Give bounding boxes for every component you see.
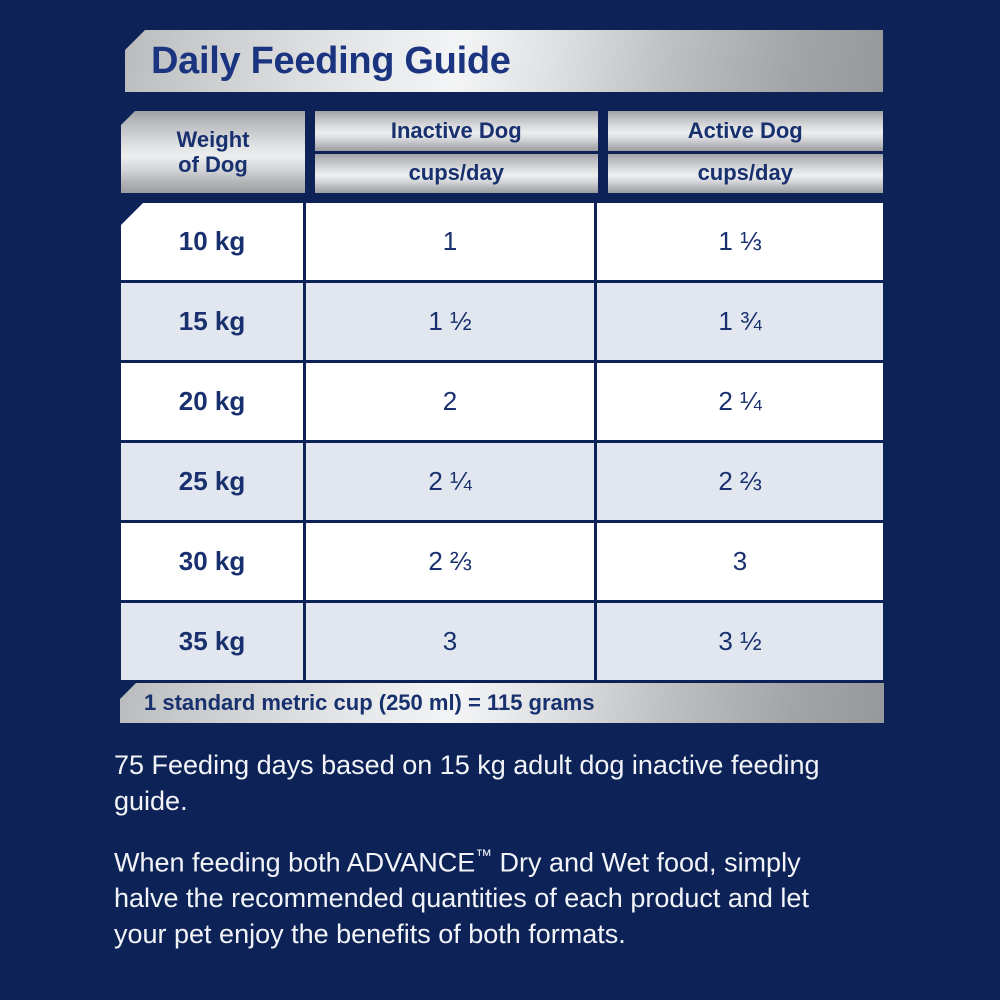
header-inactive-units: cups/day (315, 153, 598, 193)
cell-active: 2 ¼ (718, 386, 762, 416)
cell-inactive: 3 (306, 603, 597, 680)
table-header-row: Weight of Dog Inactive Dog cups/day Acti… (118, 108, 887, 196)
cell-inactive: 1 ½ (306, 283, 597, 360)
header-weight-line2: of Dog (178, 152, 248, 177)
table-row: 35 kg 3 3 ½ (121, 600, 883, 680)
page-title: Daily Feeding Guide (151, 39, 511, 82)
cell-weight: 30 kg (121, 523, 306, 600)
header-cell-active: Active Dog cups/day (604, 108, 887, 196)
header-cell-weight: Weight of Dog (118, 108, 309, 196)
table-row: 10 kg 1 1 ⅓ (121, 203, 883, 280)
cell-weight: 20 kg (121, 363, 306, 440)
cell-active: 1 ⅓ (718, 226, 762, 256)
feeding-table: Weight of Dog Inactive Dog cups/day Acti… (118, 108, 887, 683)
cell-active: 3 (732, 546, 748, 576)
table-row: 20 kg 2 2 ¼ (121, 360, 883, 440)
table-row: 15 kg 1 ½ 1 ¾ (121, 280, 883, 360)
cell-inactive: 1 (306, 203, 597, 280)
cell-active: 3 ½ (718, 626, 762, 656)
cell-active: 1 ¾ (718, 306, 762, 336)
table-row: 25 kg 2 ¼ 2 ⅔ (121, 440, 883, 520)
header-cell-inactive: Inactive Dog cups/day (312, 108, 601, 196)
table-row: 30 kg 2 ⅔ 3 (121, 520, 883, 600)
metric-cup-note-bar: 1 standard metric cup (250 ml) = 115 gra… (118, 681, 886, 725)
combined-feeding-paragraph: When feeding both ADVANCE™ Dry and Wet f… (114, 845, 834, 952)
cell-weight: 10 kg (121, 203, 306, 280)
footnotes: 75 Feeding days based on 15 kg adult dog… (114, 748, 914, 953)
cell-weight: 15 kg (121, 283, 306, 360)
cell-inactive: 2 ⅔ (306, 523, 597, 600)
combined-feeding-text-part2: Dry and Wet food, simply halve the recom… (114, 847, 809, 949)
header-active-units: cups/day (607, 153, 884, 193)
title-bar: Daily Feeding Guide (122, 27, 886, 95)
header-active-title: Active Dog (607, 111, 884, 154)
cell-weight: 35 kg (121, 603, 306, 680)
header-weight-line1: Weight (176, 126, 250, 152)
cell-inactive: 2 (306, 363, 597, 440)
cell-active: 2 ⅔ (718, 466, 762, 496)
cell-weight: 25 kg (121, 443, 306, 520)
trademark-symbol: ™ (475, 846, 492, 866)
combined-feeding-text-part1: When feeding both ADVANCE (114, 847, 476, 878)
header-inactive-title: Inactive Dog (315, 111, 598, 154)
cell-inactive: 2 ¼ (306, 443, 597, 520)
feeding-days-paragraph: 75 Feeding days based on 15 kg adult dog… (114, 750, 820, 816)
table-body: 10 kg 1 1 ⅓ 15 kg 1 ½ 1 ¾ 20 kg 2 2 ¼ 25… (118, 200, 886, 683)
metric-cup-note: 1 standard metric cup (250 ml) = 115 gra… (144, 690, 595, 715)
